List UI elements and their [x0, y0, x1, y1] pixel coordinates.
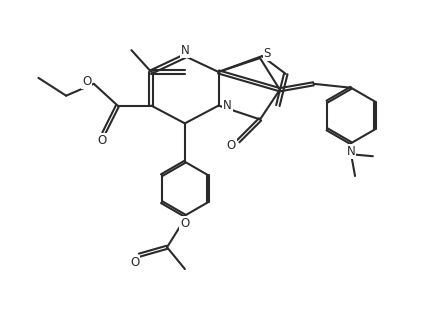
Text: N: N — [180, 44, 189, 57]
Text: O: O — [226, 139, 236, 152]
Text: S: S — [264, 47, 271, 60]
Text: O: O — [82, 75, 91, 88]
Text: N: N — [347, 145, 355, 158]
Text: O: O — [130, 256, 139, 269]
Text: N: N — [223, 99, 232, 112]
Text: O: O — [180, 217, 190, 230]
Text: O: O — [97, 134, 106, 147]
